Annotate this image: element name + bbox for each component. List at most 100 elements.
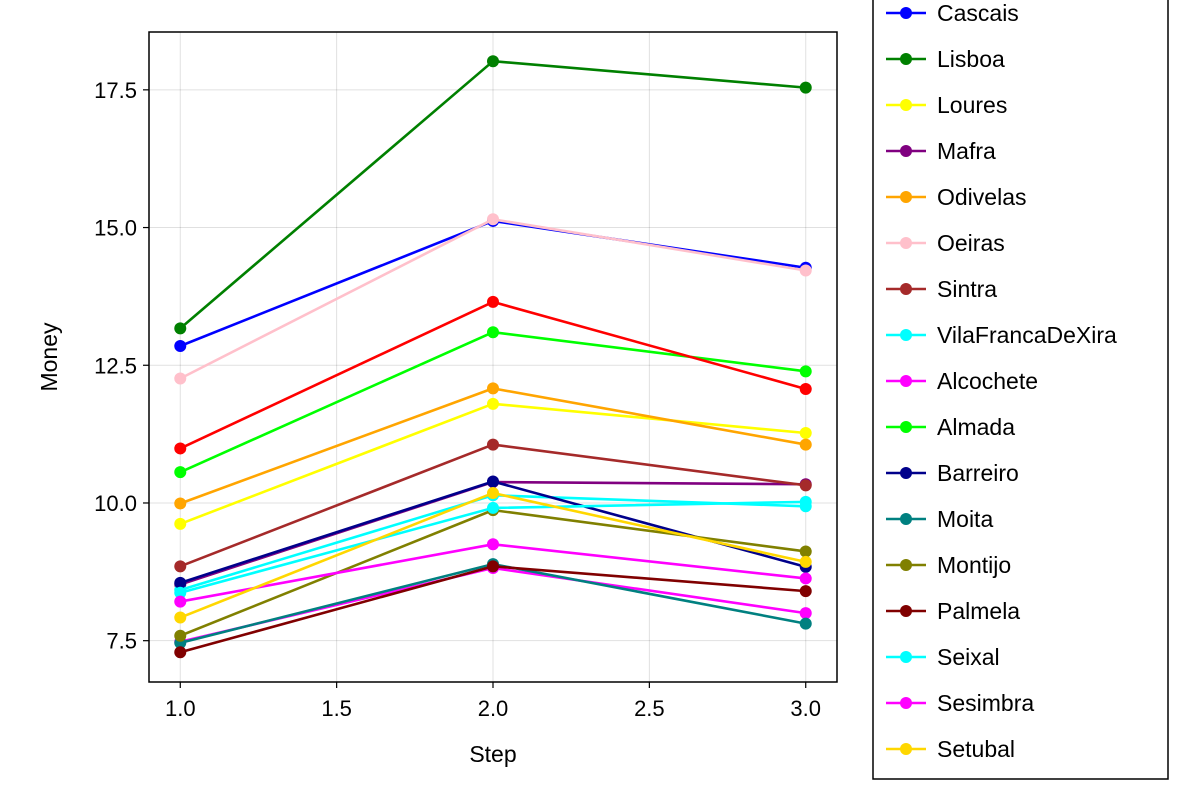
data-point [799, 81, 812, 94]
legend-label: Barreiro [937, 460, 1019, 486]
legend-marker [900, 467, 912, 479]
data-point [487, 382, 499, 395]
legend-label: Oeiras [937, 230, 1005, 256]
legend-label: Odivelas [937, 184, 1026, 210]
data-point [799, 382, 812, 395]
legend-item-cascais: Cascais [886, 0, 1019, 26]
legend-marker [900, 559, 912, 571]
series-setubal [174, 487, 812, 624]
legend-label: Setubal [937, 736, 1015, 762]
data-point [487, 213, 499, 226]
legend-label: Loures [937, 92, 1007, 118]
x-tick-label: 3.0 [790, 696, 821, 721]
data-point [174, 517, 187, 530]
x-tick-label: 1.0 [165, 696, 196, 721]
data-point [174, 629, 187, 642]
legend-marker [900, 191, 912, 203]
data-point [799, 585, 812, 598]
legend-label: Almada [937, 414, 1015, 440]
y-axis: 7.5 10.0 12.5 15.0 17.5 [94, 78, 149, 654]
series-oeiras [174, 213, 812, 385]
series-seixal [174, 495, 812, 599]
legend-label: Lisboa [937, 46, 1005, 72]
data-point [174, 646, 187, 659]
data-point [487, 487, 499, 500]
data-point [174, 372, 187, 385]
legend-marker [900, 605, 912, 617]
series-unlabeled-17 [174, 295, 812, 455]
data-point [174, 611, 187, 624]
legend-label: Palmela [937, 598, 1020, 624]
x-axis-label: Step [469, 741, 516, 767]
data-point [174, 560, 187, 573]
y-tick-label: 10.0 [94, 491, 137, 516]
legend-item-sintra: Sintra [886, 276, 997, 302]
data-point [174, 442, 187, 455]
x-axis: 1.0 1.5 2.0 2.5 3.0 [165, 682, 821, 721]
data-point [799, 572, 812, 585]
data-point [487, 55, 499, 68]
grid [149, 32, 837, 682]
series-odivelas [174, 382, 812, 510]
y-axis-label: Money [36, 322, 62, 392]
legend-marker [900, 329, 912, 341]
series-palmela [174, 560, 812, 659]
y-tick-label: 7.5 [106, 629, 137, 654]
series-lisboa [174, 55, 812, 335]
legend-item-barreiro: Barreiro [886, 460, 1019, 486]
data-point [174, 322, 187, 335]
legend-label: Mafra [937, 138, 996, 164]
data-point [487, 295, 499, 308]
legend-item-montijo: Montijo [886, 552, 1011, 578]
series-almada [174, 326, 812, 479]
legend-label: Seixal [937, 644, 1000, 670]
data-point [799, 617, 812, 630]
data-point [799, 438, 812, 451]
legend-marker [900, 237, 912, 249]
data-point [487, 475, 499, 488]
legend-item-setubal: Setubal [886, 736, 1015, 762]
data-point [174, 586, 187, 599]
data-point [799, 427, 812, 440]
legend-item-vilafrancadexira: VilaFrancaDeXira [886, 322, 1117, 348]
legend-item-moita: Moita [886, 506, 993, 532]
x-tick-label: 2.5 [634, 696, 665, 721]
legend-item-alcochete: Alcochete [886, 368, 1038, 394]
y-tick-label: 17.5 [94, 78, 137, 103]
legend-label: VilaFrancaDeXira [937, 322, 1117, 348]
data-point [174, 595, 187, 608]
x-tick-label: 2.0 [478, 696, 509, 721]
legend-marker [900, 697, 912, 709]
data-point [799, 365, 812, 378]
legend-marker [900, 53, 912, 65]
legend-item-loures: Loures [886, 92, 1007, 118]
legend-item-mafra: Mafra [886, 138, 996, 164]
data-point [487, 538, 499, 551]
data-point [487, 560, 499, 573]
legend-marker [900, 145, 912, 157]
legend-item-lisboa: Lisboa [886, 46, 1005, 72]
legend-item-seixal: Seixal [886, 644, 1000, 670]
legend-marker [900, 7, 912, 19]
legend-marker [900, 421, 912, 433]
data-point [799, 479, 812, 492]
legend-frame [872, 0, 1169, 780]
data-point [487, 501, 499, 514]
series-sintra [174, 438, 812, 573]
data-point [799, 264, 812, 277]
legend-marker [900, 99, 912, 111]
y-tick-label: 15.0 [94, 216, 137, 241]
legend-label: Sesimbra [937, 690, 1034, 716]
legend-marker [900, 283, 912, 295]
x-tick-label: 1.5 [321, 696, 352, 721]
legend: Cascais Lisboa Loures Mafra Odivelas Oeiras Si… [872, 0, 1169, 780]
data-point [174, 497, 187, 510]
legend-label: Sintra [937, 276, 997, 302]
legend-marker [900, 513, 912, 525]
legend-item-sesimbra: Sesimbra [886, 690, 1034, 716]
legend-label: Alcochete [937, 368, 1038, 394]
data-point [174, 339, 187, 352]
legend-label: Cascais [937, 0, 1019, 26]
legend-item-almada: Almada [886, 414, 1015, 440]
